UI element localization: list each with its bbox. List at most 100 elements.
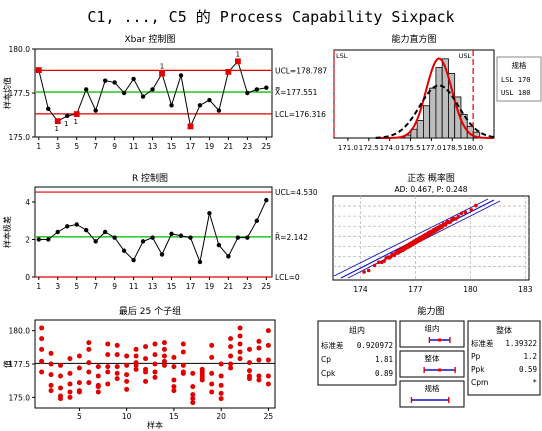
r-point — [55, 229, 60, 235]
r-x-tick-label: 9 — [112, 282, 117, 291]
xbar-test-marker: 1 — [55, 125, 59, 133]
xbar-point-out — [225, 68, 232, 75]
norm-point — [376, 260, 381, 265]
last25-point — [86, 346, 92, 352]
xbar-point — [197, 103, 203, 108]
last25-point — [180, 341, 186, 347]
within-row-label: 标准差 — [321, 340, 344, 350]
xbar-y-tick-label: 180.0 — [9, 45, 31, 54]
last25-point — [218, 390, 224, 396]
hist-bar — [435, 67, 443, 139]
xbar-point — [245, 90, 250, 96]
hist-lsl-label: LSL — [336, 52, 348, 60]
last25-point — [209, 370, 215, 376]
last25-point — [228, 361, 234, 367]
last25-point — [190, 370, 196, 376]
r-point — [178, 233, 184, 238]
last25-point — [161, 346, 167, 352]
last25-point — [48, 361, 54, 367]
spec-legend-title: 规格 — [512, 60, 527, 70]
xbar-x-tick-label: 9 — [112, 142, 117, 151]
norm-point — [463, 210, 468, 215]
xbar-x-tick-label: 3 — [55, 142, 60, 151]
last25-point — [58, 373, 64, 379]
last25-point — [48, 350, 54, 356]
xbar-point — [102, 78, 108, 83]
last25-point — [218, 396, 224, 402]
last25-point — [180, 370, 186, 376]
interval-box — [399, 380, 465, 408]
overall-table — [467, 320, 541, 396]
xbar-point — [121, 90, 127, 96]
r-point — [83, 227, 89, 233]
r-point — [93, 239, 98, 244]
r-point — [140, 239, 146, 244]
xbar-point — [131, 76, 136, 82]
last25-point — [39, 358, 45, 364]
xbar-point — [140, 94, 146, 99]
last25-y-tick-label: 175.0 — [9, 393, 31, 402]
r-point — [36, 237, 41, 242]
last25-y-tick-label: 177.5 — [9, 360, 31, 369]
last25-point — [143, 378, 149, 384]
xbar-test-marker: 1 — [236, 50, 240, 58]
last25-point — [114, 352, 120, 358]
norm-point — [448, 220, 453, 224]
capability-histogram: 能力直方图 LSL USL 171.0 172.5 174.0 175.5 177.0 178.… — [333, 33, 542, 152]
spec-legend-box — [496, 56, 542, 102]
xbar-x-tick-label: 5 — [74, 142, 79, 151]
hist-bar — [422, 105, 431, 139]
norm-ci-lower — [333, 198, 489, 277]
r-point — [216, 242, 222, 248]
hist-x-tick-label: 172.5 — [359, 144, 379, 152]
last25-point — [39, 369, 45, 375]
interval-title: 整体 — [425, 353, 440, 363]
xbar-lcl-label: LCL=176.316 — [275, 110, 326, 119]
last25-point — [218, 373, 224, 379]
last25-point — [190, 392, 196, 398]
xbar-point — [65, 113, 70, 119]
interval-mean-marker — [438, 338, 442, 342]
last25-point — [76, 353, 82, 359]
last25-point — [133, 346, 139, 352]
last25-point — [152, 369, 158, 375]
last25-point — [190, 400, 196, 406]
last25-x-tick-label: 20 — [216, 412, 226, 421]
hist-bar — [441, 58, 449, 139]
last25-point — [95, 389, 101, 395]
last25-point — [161, 362, 167, 368]
last25-point — [265, 328, 271, 334]
r-point — [150, 235, 155, 240]
r-point — [74, 222, 79, 227]
last25-point — [209, 381, 215, 387]
norm-title: 正态 概率图 — [407, 172, 455, 184]
r-point — [207, 211, 212, 216]
xbar-x-tick-label: 23 — [243, 142, 253, 151]
last25-point — [265, 381, 271, 387]
last25-point — [133, 366, 139, 372]
xbar-center-label: X̿=177.551 — [275, 88, 318, 97]
xbar-point — [93, 108, 98, 113]
hist-x-tick-label: 171.0 — [338, 144, 358, 152]
last25-point — [171, 354, 177, 360]
r-x-tick-label: 5 — [74, 282, 79, 291]
r-lcl-label: LCL=0 — [275, 273, 300, 282]
xbar-x-tick-label: 13 — [148, 142, 158, 151]
xbar-plot-frame — [34, 48, 273, 138]
last25-point — [105, 341, 111, 347]
last25-point — [265, 373, 271, 379]
last25-point — [199, 377, 205, 383]
overall-row-label: 标准差 — [471, 338, 494, 348]
last25-point — [228, 336, 234, 342]
last25-y-axis-label: 值 — [2, 360, 12, 368]
last25-point — [76, 380, 82, 386]
last25-point — [143, 356, 149, 362]
within-row-label: Cpk — [321, 369, 336, 378]
last25-point — [67, 394, 73, 400]
xbar-point — [169, 103, 174, 108]
last25-point — [237, 325, 243, 331]
